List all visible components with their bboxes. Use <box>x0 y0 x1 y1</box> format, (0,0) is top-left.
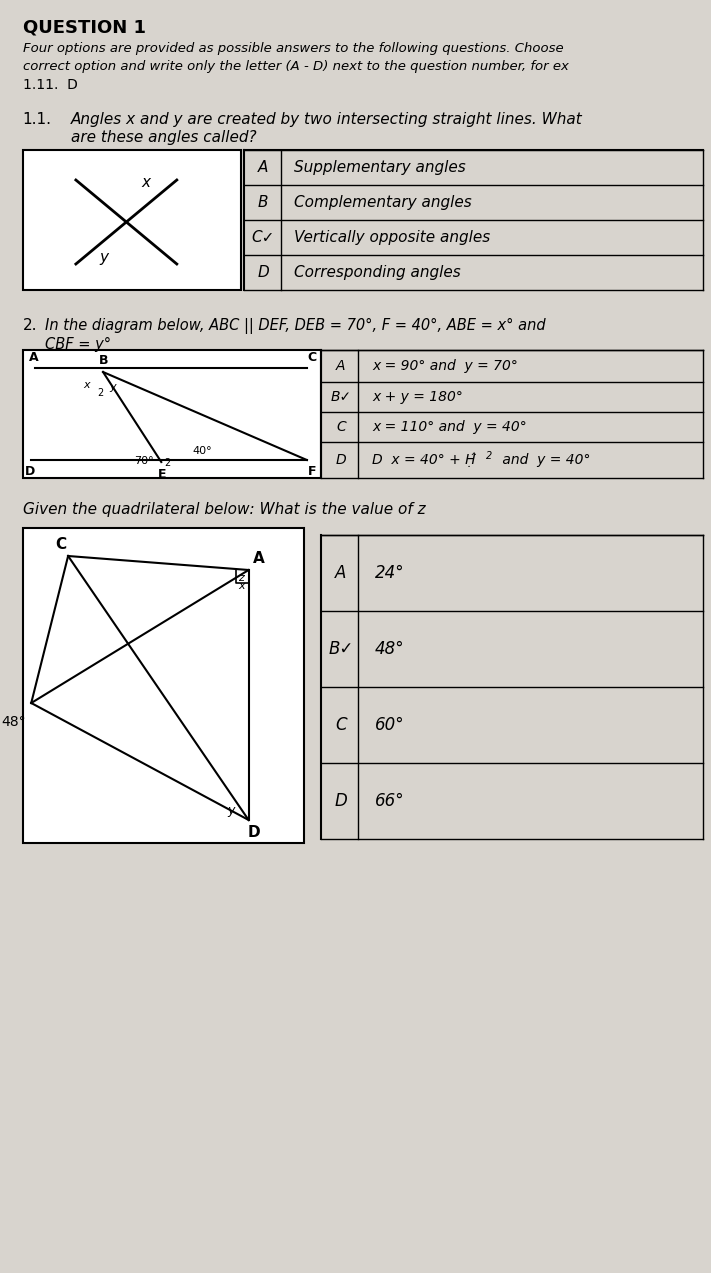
Text: 24°: 24° <box>375 564 405 582</box>
Text: A: A <box>335 564 346 582</box>
Text: 2: 2 <box>164 458 171 468</box>
Text: C: C <box>335 715 347 735</box>
Text: 1.1.: 1.1. <box>23 112 51 127</box>
Text: y: y <box>109 382 115 392</box>
Text: 2: 2 <box>486 451 493 461</box>
Text: Vertically opposite angles: Vertically opposite angles <box>294 230 491 244</box>
Text: x: x <box>142 174 151 190</box>
Text: C: C <box>55 537 66 552</box>
Text: Corresponding angles: Corresponding angles <box>294 265 461 280</box>
Text: Supplementary angles: Supplementary angles <box>294 160 466 174</box>
Text: D: D <box>336 453 346 467</box>
Text: C✓: C✓ <box>252 230 275 244</box>
Text: CBF = y°: CBF = y° <box>45 337 111 353</box>
Text: A: A <box>29 351 39 364</box>
Text: z: z <box>238 573 244 583</box>
Text: are these angles called?: are these angles called? <box>71 130 257 145</box>
Bar <box>23 150 241 290</box>
Text: 40°: 40° <box>193 446 212 456</box>
Text: x + y = 180°: x + y = 180° <box>372 390 463 404</box>
Text: D: D <box>334 792 347 810</box>
Text: correct option and write only the letter (A - D) next to the question number, fo: correct option and write only the letter… <box>23 60 568 73</box>
Text: B✓: B✓ <box>330 390 351 404</box>
Text: 1.11.  D: 1.11. D <box>23 78 77 92</box>
Text: 48°: 48° <box>375 640 405 658</box>
Text: 66°: 66° <box>375 792 405 810</box>
Text: 48°: 48° <box>1 715 26 729</box>
Text: and  y = 40°: and y = 40° <box>498 453 591 467</box>
Text: F: F <box>307 465 316 477</box>
Bar <box>23 528 304 843</box>
Text: Angles x and y are created by two intersecting straight lines. What: Angles x and y are created by two inters… <box>71 112 583 127</box>
Text: D  x = 40° + Ḥ̂: D x = 40° + Ḥ̂ <box>372 453 476 467</box>
Text: y: y <box>228 805 235 817</box>
Text: Four options are provided as possible answers to the following questions. Choose: Four options are provided as possible an… <box>23 42 563 55</box>
Text: In the diagram below, ABC || DEF, DEB = 70°, F = 40°, ABE = x° and: In the diagram below, ABC || DEF, DEB = … <box>45 318 545 334</box>
Text: D: D <box>257 265 269 280</box>
Text: D: D <box>247 825 260 840</box>
Text: QUESTION 1: QUESTION 1 <box>23 18 146 36</box>
Text: B: B <box>100 354 109 367</box>
Text: D: D <box>25 465 36 477</box>
Text: E: E <box>158 468 166 481</box>
Text: B: B <box>258 195 269 210</box>
Text: C: C <box>307 351 316 364</box>
Text: x: x <box>238 580 245 591</box>
Text: 2: 2 <box>97 388 104 398</box>
Text: x: x <box>84 381 90 390</box>
Bar <box>23 350 321 477</box>
Text: Complementary angles: Complementary angles <box>294 195 472 210</box>
Text: A: A <box>258 160 268 174</box>
Text: A: A <box>252 551 264 566</box>
Text: x = 90° and  y = 70°: x = 90° and y = 70° <box>372 359 518 373</box>
Text: 2.: 2. <box>23 318 37 334</box>
Text: B✓: B✓ <box>328 640 353 658</box>
Text: C: C <box>336 420 346 434</box>
Text: 70°: 70° <box>134 456 154 466</box>
Text: 60°: 60° <box>375 715 405 735</box>
Text: Given the quadrilateral below: What is the value of z: Given the quadrilateral below: What is t… <box>23 502 425 517</box>
Text: x = 110° and  y = 40°: x = 110° and y = 40° <box>372 420 527 434</box>
Text: A: A <box>336 359 346 373</box>
Text: y: y <box>100 250 109 265</box>
